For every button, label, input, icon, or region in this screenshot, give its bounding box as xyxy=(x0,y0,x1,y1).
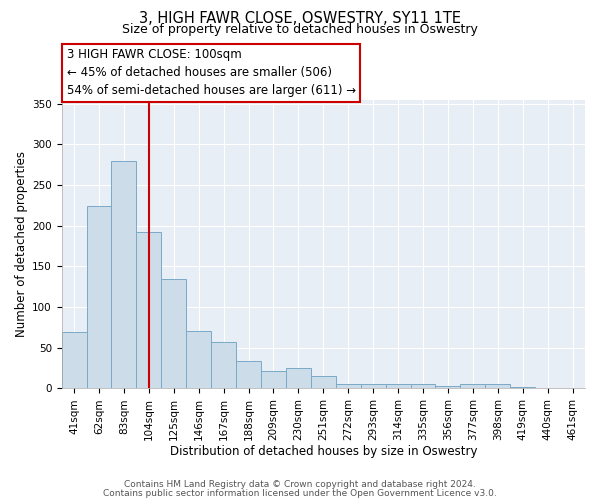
X-axis label: Distribution of detached houses by size in Oswestry: Distribution of detached houses by size … xyxy=(170,444,477,458)
Text: 3 HIGH FAWR CLOSE: 100sqm
← 45% of detached houses are smaller (506)
54% of semi: 3 HIGH FAWR CLOSE: 100sqm ← 45% of detac… xyxy=(67,48,356,98)
Bar xyxy=(311,376,336,388)
Y-axis label: Number of detached properties: Number of detached properties xyxy=(15,151,28,337)
Bar xyxy=(211,342,236,388)
Bar xyxy=(62,332,86,388)
Bar xyxy=(186,330,211,388)
Bar xyxy=(112,161,136,388)
Bar xyxy=(261,370,286,388)
Bar xyxy=(361,384,386,388)
Bar xyxy=(436,386,460,388)
Text: Size of property relative to detached houses in Oswestry: Size of property relative to detached ho… xyxy=(122,22,478,36)
Bar xyxy=(161,280,186,388)
Text: Contains HM Land Registry data © Crown copyright and database right 2024.: Contains HM Land Registry data © Crown c… xyxy=(124,480,476,489)
Bar xyxy=(510,387,535,388)
Bar xyxy=(485,384,510,388)
Bar xyxy=(336,384,361,388)
Bar xyxy=(410,384,436,388)
Bar xyxy=(86,206,112,388)
Bar xyxy=(236,361,261,388)
Bar xyxy=(386,384,410,388)
Text: Contains public sector information licensed under the Open Government Licence v3: Contains public sector information licen… xyxy=(103,488,497,498)
Bar xyxy=(286,368,311,388)
Bar xyxy=(460,384,485,388)
Text: 3, HIGH FAWR CLOSE, OSWESTRY, SY11 1TE: 3, HIGH FAWR CLOSE, OSWESTRY, SY11 1TE xyxy=(139,11,461,26)
Bar xyxy=(136,232,161,388)
